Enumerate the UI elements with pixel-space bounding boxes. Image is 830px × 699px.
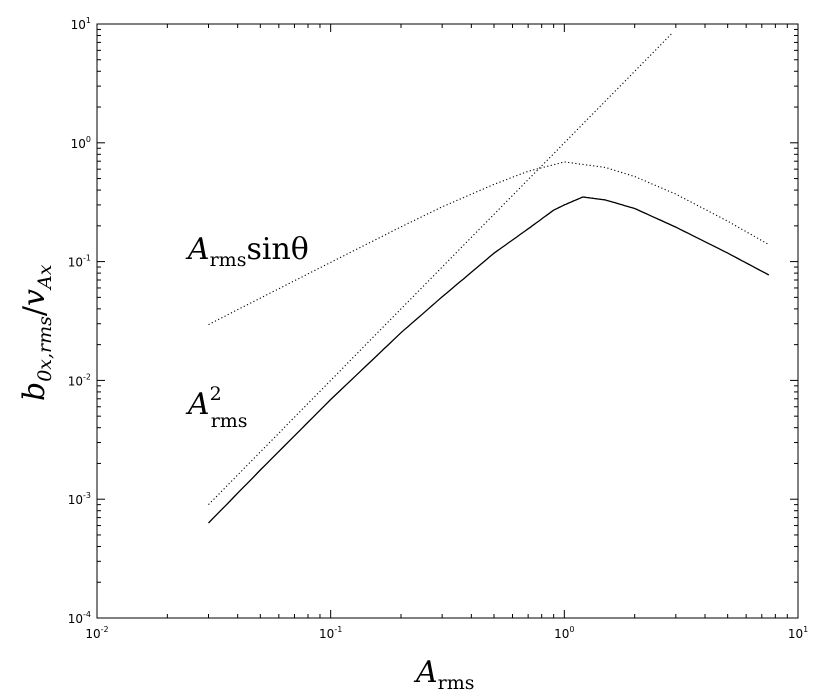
x-tick-label: 100 <box>554 625 574 641</box>
y-tick-label-base: 10 <box>71 137 86 151</box>
x-axis-label: Arms <box>413 655 475 694</box>
series-solid-0 <box>208 196 770 524</box>
annotation-1: A2 rms <box>185 383 248 432</box>
annotation-main: A <box>185 232 210 267</box>
y-tick-label-exp: -3 <box>83 491 91 500</box>
y-tick-label-base: 10 <box>68 374 83 388</box>
x-tick-label-base: 10 <box>788 627 803 641</box>
annotation-text: sinθ <box>246 232 308 267</box>
x-tick-label: 10-2 <box>85 625 108 641</box>
y-tick-label-base: 10 <box>68 612 83 626</box>
series-dotted-2 <box>208 32 673 505</box>
series-group <box>208 32 770 524</box>
y-axis-label-main2: v <box>17 289 52 306</box>
y-tick-label: 10-3 <box>68 491 91 507</box>
y-tick-label-exp: -1 <box>83 254 91 263</box>
annotation-main: A <box>185 387 210 422</box>
x-tick-label-base: 10 <box>554 627 569 641</box>
y-tick-label-base: 10 <box>71 18 86 32</box>
x-tick-label: 101 <box>788 625 808 641</box>
x-tick-label-exp: -2 <box>101 625 109 634</box>
y-tick-label-exp: 1 <box>86 16 91 25</box>
y-tick-label-base: 10 <box>68 493 83 507</box>
y-tick-label-exp: -2 <box>83 372 91 381</box>
y-axis-label-slash: / <box>17 305 52 316</box>
x-tick-label-exp: -1 <box>334 625 342 634</box>
y-tick-label: 100 <box>71 135 91 151</box>
x-tick-label-exp: 1 <box>803 625 808 634</box>
x-tick-label-exp: 0 <box>569 625 574 634</box>
annotation-sub: rms <box>211 410 248 432</box>
x-axis-label-main: A <box>413 655 438 690</box>
y-tick-label: 101 <box>71 16 91 32</box>
x-tick-label: 10-1 <box>319 625 342 641</box>
y-axis-label-main: b <box>17 382 52 401</box>
y-tick-label-exp: 0 <box>86 135 91 144</box>
annotation-sub: rms <box>210 249 247 271</box>
y-axis-label-sub1: 0x,rms <box>34 316 56 382</box>
x-tick-label-base: 10 <box>85 627 100 641</box>
y-tick-label: 10-4 <box>68 610 91 626</box>
y-axis-label: b0x,rms/vAx <box>17 264 56 401</box>
x-axis-label-sub: rms <box>438 672 475 694</box>
ticks <box>96 23 799 619</box>
plot-frame <box>96 23 799 619</box>
series-dotted-1 <box>208 161 770 326</box>
y-tick-label-exp: -4 <box>83 610 91 619</box>
y-tick-label: 10-1 <box>68 254 91 270</box>
annotation-0: Armssinθ <box>185 232 309 271</box>
y-tick-label: 10-2 <box>68 372 91 388</box>
x-tick-label-base: 10 <box>319 627 334 641</box>
y-axis-label-sub2: Ax <box>34 264 56 291</box>
y-tick-label-base: 10 <box>68 256 83 270</box>
annotation-sup: 2 <box>210 383 222 405</box>
